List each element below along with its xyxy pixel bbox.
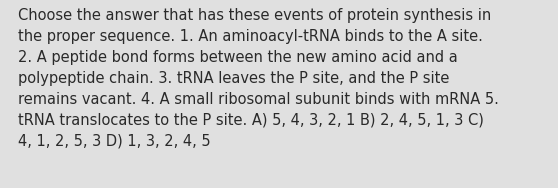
Text: Choose the answer that has these events of protein synthesis in
the proper seque: Choose the answer that has these events … — [18, 8, 499, 149]
